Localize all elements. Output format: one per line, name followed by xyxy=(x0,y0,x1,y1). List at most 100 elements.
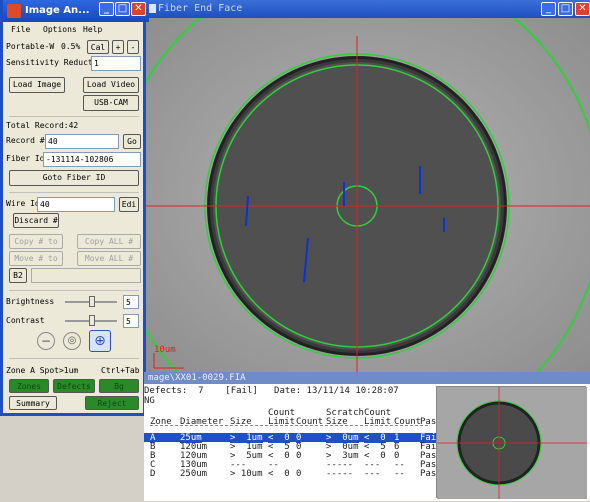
maximize-icon[interactable]: □ xyxy=(115,2,130,16)
table-cell: 120um xyxy=(180,451,208,461)
app-icon xyxy=(7,4,21,18)
maximize-icon[interactable]: □ xyxy=(558,2,573,16)
table-cell: > 0um xyxy=(326,433,359,443)
cal-button[interactable]: Cal xyxy=(87,40,109,54)
brightness-slider-thumb[interactable] xyxy=(89,296,95,307)
reject-button[interactable]: Reject xyxy=(85,396,139,410)
fiber-window-title: Fiber End Face xyxy=(158,3,243,14)
table-cell: > 1um xyxy=(230,433,263,443)
scale-label: 10um xyxy=(154,345,176,355)
left-window-title-bar[interactable]: Image An... _ □ ✕ xyxy=(3,0,149,22)
sensitivity-input[interactable]: 1 xyxy=(91,56,141,71)
column-header-top: Scratch xyxy=(326,408,364,418)
column-header: Count xyxy=(296,417,324,427)
table-cell: Pass xyxy=(420,469,442,479)
table-cell: < 0 xyxy=(268,433,290,443)
table-cell: 0 xyxy=(296,433,302,443)
edit-button[interactable]: Edi xyxy=(119,197,139,212)
close-icon[interactable]: ✕ xyxy=(131,2,146,16)
table-cell: --- xyxy=(364,460,381,470)
plus-button[interactable]: + xyxy=(112,40,124,54)
table-cell: < 5 xyxy=(268,442,290,452)
column-header: Count xyxy=(394,417,422,427)
table-cell: --- xyxy=(230,460,247,470)
ng-label: NG xyxy=(144,396,155,406)
summary-button[interactable]: Summary xyxy=(9,396,57,410)
column-header: Size xyxy=(326,417,348,427)
wire-id-input[interactable]: 40 xyxy=(37,197,115,212)
table-cell: C xyxy=(150,460,156,470)
table-cell: > 0um xyxy=(326,442,359,452)
discard-button[interactable]: Discard # xyxy=(13,213,59,228)
table-cell: < 0 xyxy=(268,451,290,461)
table-cell: --- xyxy=(364,469,381,479)
table-cell: 0 xyxy=(296,469,302,479)
column-header-top: Count xyxy=(268,408,296,418)
zones-button[interactable]: Zones xyxy=(9,379,49,393)
table-cell: 120um xyxy=(180,442,208,452)
menu-file[interactable]: File xyxy=(11,25,31,34)
fiber-id-input[interactable]: -131114-102806 xyxy=(43,152,141,167)
b2-button[interactable]: B2 xyxy=(9,268,27,283)
bg-button[interactable]: Bg xyxy=(99,379,139,393)
load-video-button[interactable]: Load Video xyxy=(83,77,139,93)
scratch-mark xyxy=(303,237,309,283)
copy-to-button[interactable]: Copy # to xyxy=(9,234,63,249)
column-header: Diameter xyxy=(180,417,224,427)
minimize-icon[interactable]: _ xyxy=(541,2,556,16)
portable-value: 0.5% xyxy=(61,42,81,51)
contrast-slider-thumb[interactable] xyxy=(89,315,95,326)
copy-all-button[interactable]: Copy ALL # to xyxy=(77,234,141,260)
brightness-label: Brightness xyxy=(6,297,55,306)
table-cell: > 3um xyxy=(326,451,359,461)
goto-fiber-id-button[interactable]: Goto Fiber ID xyxy=(9,170,139,186)
zoom-fit-icon[interactable]: ◎ xyxy=(63,332,81,350)
menu-options[interactable]: Options xyxy=(43,25,77,34)
separator xyxy=(9,290,139,291)
table-cell: ----- xyxy=(326,469,354,479)
move-to-button[interactable]: Move # to xyxy=(9,251,63,266)
fiber-image-view[interactable]: 10um xyxy=(144,18,590,372)
table-cell: 0 xyxy=(394,451,400,461)
column-header: Limit xyxy=(268,417,296,427)
thumbnail-view[interactable] xyxy=(436,386,587,499)
menu-help[interactable]: Help xyxy=(83,25,103,34)
load-image-button[interactable]: Load Image xyxy=(9,77,65,93)
record-label: Record # xyxy=(6,136,45,145)
ctrl-tab-hint: Ctrl+Tab xyxy=(101,366,140,375)
usb-cam-button[interactable]: USB-CAM xyxy=(83,95,139,111)
brightness-value[interactable]: 5 xyxy=(123,295,139,309)
zoom-out-icon[interactable]: − xyxy=(37,332,55,350)
table-cell: > 10um xyxy=(230,469,263,479)
header-underline xyxy=(150,425,428,426)
zone-info: Zone A Spot>1um xyxy=(6,366,79,375)
contrast-label: Contrast xyxy=(6,316,45,325)
separator xyxy=(9,358,139,359)
table-cell: Fail xyxy=(420,442,442,452)
table-cell: 130um xyxy=(180,460,208,470)
total-record: Total Record:42 xyxy=(6,121,79,130)
table-cell: B xyxy=(150,451,156,461)
minus-button[interactable]: - xyxy=(127,40,139,54)
fiber-window-title-bar[interactable]: Fiber End Face _ □ ✕ xyxy=(144,0,590,18)
report-title-bar[interactable]: mage\XX01-0029.FIA xyxy=(144,372,590,384)
table-cell: 250um xyxy=(180,469,208,479)
column-header-top: Count xyxy=(364,408,392,418)
b2-field[interactable] xyxy=(31,268,141,283)
table-cell: Fail xyxy=(420,433,442,443)
table-cell: A xyxy=(150,433,156,443)
table-cell: < 0 xyxy=(364,451,386,461)
zoom-in-icon[interactable]: ⊕ xyxy=(89,330,111,352)
column-header: Pass? xyxy=(420,417,448,427)
move-all-button[interactable]: Move ALL # to xyxy=(77,251,141,277)
defects-button[interactable]: Defects xyxy=(53,379,95,393)
record-number-input[interactable]: 40 xyxy=(45,134,119,149)
minimize-icon[interactable]: _ xyxy=(99,2,114,16)
contrast-value[interactable]: 5 xyxy=(123,314,139,328)
fiber-end-face-window: Fiber End Face _ □ ✕ xyxy=(144,0,590,372)
close-icon[interactable]: ✕ xyxy=(575,2,590,16)
go-button[interactable]: Go xyxy=(123,134,141,149)
separator xyxy=(9,192,139,193)
table-cell: 25um xyxy=(180,433,202,443)
table-cell: 6 xyxy=(394,442,400,452)
